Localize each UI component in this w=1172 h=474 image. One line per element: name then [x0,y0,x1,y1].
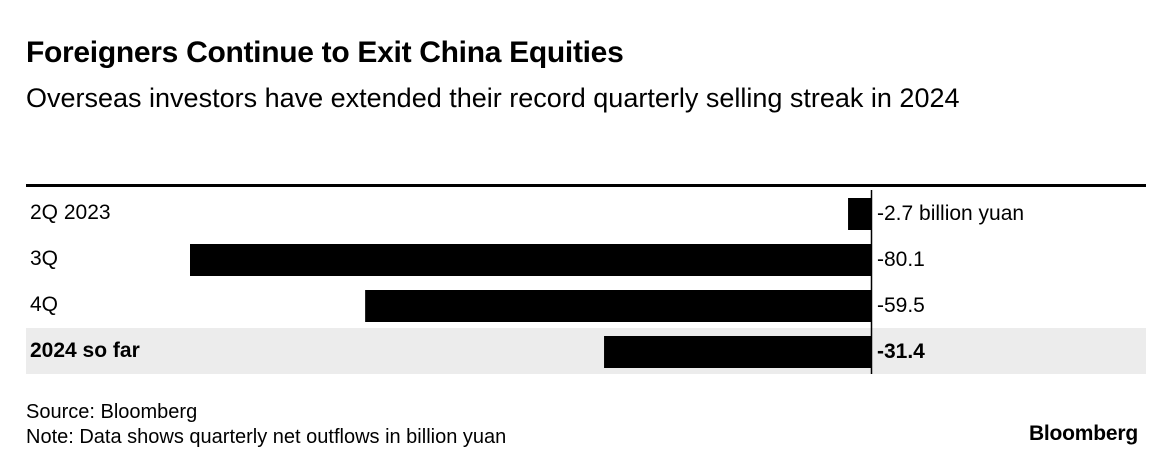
bar [365,290,871,322]
chart-footer: Source: Bloomberg Note: Data shows quart… [26,400,506,450]
value-label: -80.1 [877,248,925,271]
source-note: Source: Bloomberg [26,401,198,423]
highlight-row-bg [26,328,1146,374]
value-label: -59.5 [877,294,925,317]
category-label: 3Q [30,247,58,270]
value-label: -2.7 billion yuan [877,202,1024,225]
chart-subtitle: Overseas investors have extended their r… [26,83,960,113]
bar [190,244,871,276]
category-label: 2Q 2023 [30,201,111,224]
bar [604,336,871,368]
value-label: -31.4 [877,340,925,363]
data-note: Note: Data shows quarterly net outflows … [26,426,507,448]
top-rule [26,184,1146,187]
category-label: 2024 so far [30,339,140,362]
bar [848,198,871,230]
chart-title: Foreigners Continue to Exit China Equiti… [26,36,624,69]
bloomberg-logo: Bloomberg [1028,422,1138,445]
category-label: 4Q [30,293,58,316]
